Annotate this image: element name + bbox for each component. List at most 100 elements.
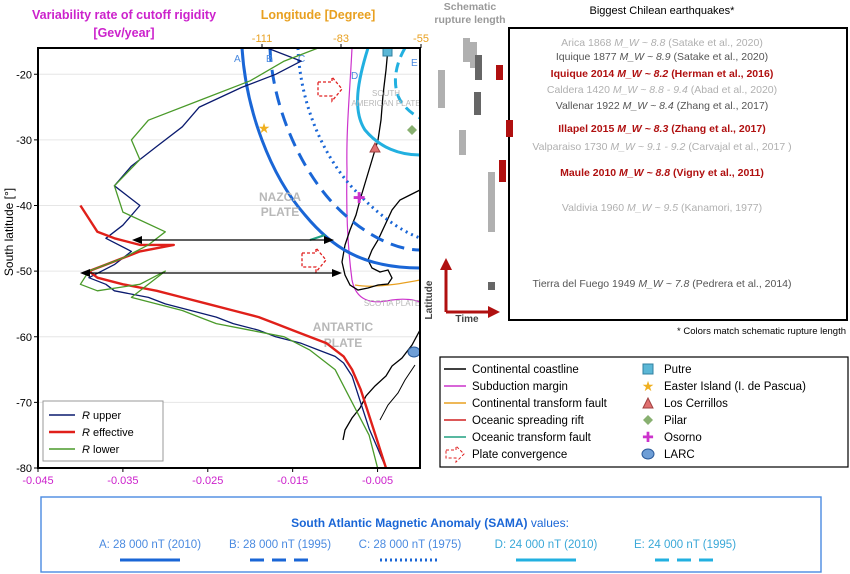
sama-title-main: South Atlantic Magnetic Anomaly (SAMA): [291, 516, 527, 530]
r-legend-label: R upper: [82, 410, 121, 422]
rupture-bar: [463, 38, 470, 62]
map-legend-label: Easter Island (I. de Pascua): [664, 381, 806, 393]
quake-entry: Illapel 2015 M_W ~ 8.3 (Zhang et al., 20…: [558, 123, 765, 135]
map-legend-label: Continental transform fault: [472, 398, 608, 410]
y-ticks: -20 -30 -40 -50 -60 -70 -80: [16, 69, 38, 475]
easter-island-marker: ★: [258, 120, 271, 136]
rupture-bar: [459, 130, 466, 155]
top-axis-title-orange: Longitude [Degree]: [261, 8, 376, 22]
map-legend-label: Continental coastline: [472, 364, 579, 376]
rupture-bar: [438, 70, 445, 108]
series-line-r-lower: [79, 48, 379, 468]
quakes-footnote: * Colors match schematic rupture length: [677, 326, 846, 337]
map-legend-label: Subduction margin: [472, 381, 568, 393]
lon-tick-label: -111: [252, 33, 272, 45]
legend-diamond-icon: [643, 415, 653, 425]
quake-entry: Iquique 2014 M_W ~ 8.2 (Herman et al., 2…: [551, 68, 774, 80]
sama-curve-letter: D: [351, 71, 358, 82]
rupture-bar: [470, 42, 477, 68]
sama-curve-letter: E: [411, 58, 418, 69]
rupture-bar: [474, 92, 481, 115]
sama-curve-a: [240, 48, 420, 270]
sama-curve-letters: A B C D E: [234, 54, 418, 82]
schematic-heading-1: Schematic: [444, 1, 497, 13]
x-tick-label: -0.045: [22, 475, 53, 487]
quakes-box: [508, 27, 848, 321]
convergence-arrow-2: [301, 246, 327, 274]
lon-tick-label: -83: [333, 33, 349, 45]
larc-marker: [407, 346, 420, 358]
lon-tick-label: -55: [413, 33, 429, 45]
los-cerrillos-marker: [369, 141, 381, 153]
legend-square-icon: [642, 363, 654, 375]
plate-label-sa-1: SOUTH: [372, 89, 400, 98]
quake-entry: Valparaiso 1730 M_W ~ 9.1 - 9.2 (Carvaja…: [532, 141, 791, 153]
plate-label-antartic-2: PLATE: [324, 336, 362, 350]
quakes-title: Biggest Chilean earthquakes*: [590, 5, 736, 17]
quake-entry: Vallenar 1922 M_W ~ 8.4 (Zhang et al., 2…: [556, 100, 769, 112]
top-axis-title-magenta: Variability rate of cutoff rigidity: [32, 8, 216, 22]
rupture-bar: [488, 282, 495, 290]
rupture-bar: [475, 55, 482, 80]
x-tick-label: -0.005: [362, 475, 393, 487]
transform-fault-line: [354, 279, 420, 287]
map-legend-label: Pilar: [664, 415, 687, 427]
pilar-marker: [407, 125, 417, 135]
y-tick-label: -20: [16, 69, 32, 81]
quake-entry: Valdivia 1960 M_W ~ 9.5 (Kanamori, 1977): [562, 202, 762, 214]
time-axis-label: Time: [455, 314, 479, 325]
longitude-ticks: -111 -83 -55: [252, 33, 429, 48]
y-tick-label: -70: [16, 397, 32, 409]
quake-entry: Arica 1868 M_W ~ 8.8 (Satake et al., 202…: [561, 37, 763, 49]
series-line-r-upper: [88, 48, 387, 468]
sama-curve-c: [296, 48, 420, 240]
map-legend-box: [439, 356, 849, 468]
y-axis-label: South latitude [°]: [2, 188, 16, 276]
sama-legend-label: E: 24 000 nT (1995): [634, 539, 736, 551]
r-legend-label: R effective: [82, 427, 134, 439]
sama-title: South Atlantic Magnetic Anomaly (SAMA) v…: [291, 516, 569, 530]
rupture-bar: [506, 120, 513, 137]
osorno-marker: ✚: [353, 190, 366, 207]
sama-legend-label: A: 28 000 nT (2010): [99, 539, 201, 551]
top-axis-unit-magenta: [Gev/year]: [93, 26, 154, 40]
series-layer: [79, 48, 388, 468]
sama-curve-letter: A: [234, 54, 241, 65]
coastline-antarctica: [342, 329, 420, 441]
y-tick-label: -60: [16, 332, 32, 344]
sama-legend-label: B: 28 000 nT (1995): [229, 539, 331, 551]
plot-frame: [37, 47, 421, 469]
x-tick-label: -0.025: [192, 475, 223, 487]
quake-entry: Iquique 1877 M_W ~ 8.9 (Satake et al., 2…: [556, 51, 768, 63]
double-arrows: [80, 236, 342, 277]
x-tick-label: -0.015: [277, 475, 308, 487]
quake-entry: Tierra del Fuego 1949 M_W ~ 7.8 (Pedrera…: [532, 278, 791, 290]
sama-legend-label: D: 24 000 nT (2010): [495, 539, 598, 551]
sama-title-suffix: values:: [528, 516, 569, 530]
sama-legend: A: 28 000 nT (2010) B: 28 000 nT (1995) C:…: [99, 539, 736, 562]
map-layer: ★ ✚: [240, 48, 420, 441]
series-line-r-effective: [79, 204, 388, 468]
rupture-bar: [488, 172, 495, 232]
r-legend: R upper R effective R lower: [49, 410, 134, 456]
quake-list: Arica 1868 M_W ~ 8.8 (Satake et al., 202…: [532, 37, 791, 290]
y-tick-label: -50: [16, 266, 32, 278]
map-legend-label: LARC: [664, 449, 695, 461]
quake-entry: Maule 2010 M_W ~ 8.8 (Vigny et al., 2011…: [560, 167, 764, 179]
map-legend-label: Plate convergence: [472, 449, 567, 461]
plate-label-nazca-1: NAZCA: [259, 190, 301, 204]
legend-circle-icon: [641, 448, 655, 460]
map-legend-label: Los Cerrillos: [664, 398, 728, 410]
coastline-antarctica-inner: [379, 364, 416, 421]
plate-label-sa-2: AMERICAN PLATE: [351, 99, 420, 108]
schematic-heading-2: rupture length: [434, 14, 505, 26]
convergence-arrow-1: [317, 75, 343, 103]
sama-legend-label: C: 28 000 nT (1975): [359, 539, 462, 551]
subduction-margin-line: [346, 48, 420, 303]
rupture-bar: [499, 160, 506, 182]
legend-triangle-icon: [642, 396, 654, 409]
legend-star-icon: ★: [642, 378, 655, 394]
y-tick-label: -40: [16, 201, 32, 213]
legend-convergence-icon: [445, 444, 465, 464]
